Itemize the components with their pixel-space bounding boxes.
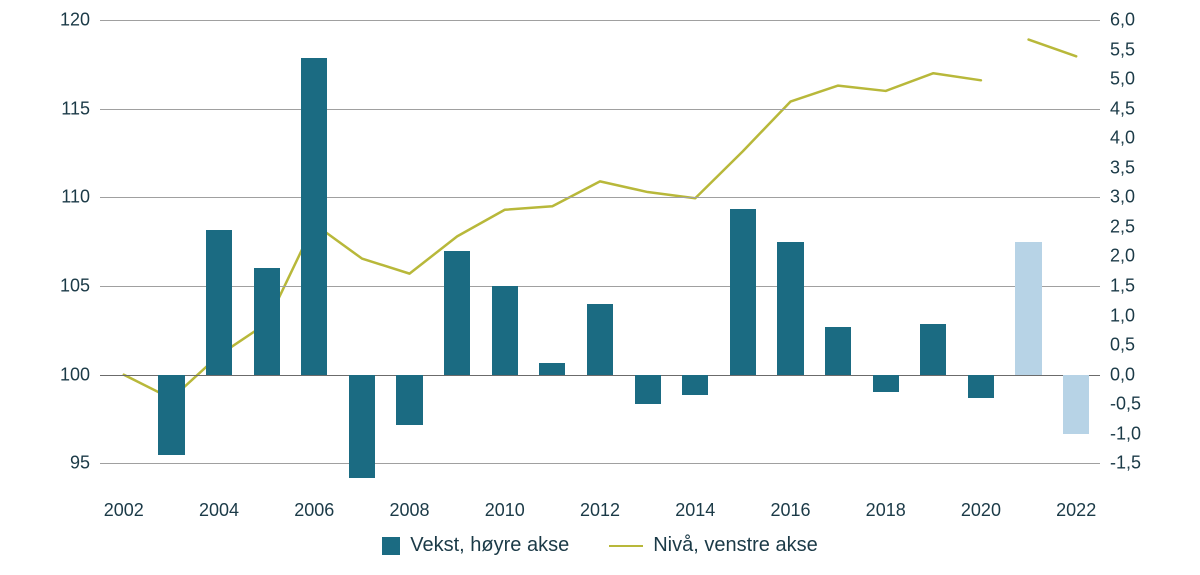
y-right-tick-label: 4,5 (1100, 98, 1135, 119)
y-left-tick-label: 110 (61, 187, 100, 208)
bar (539, 363, 565, 375)
y-left-tick-label: 100 (60, 364, 100, 385)
legend-item: Vekst, høyre akse (382, 534, 569, 557)
y-right-tick-label: 5,0 (1100, 69, 1135, 90)
zero-line (100, 375, 1100, 376)
x-tick-label: 2004 (199, 490, 239, 521)
bar (968, 375, 994, 399)
y-right-tick-label: 1,5 (1100, 276, 1135, 297)
grid-line (100, 20, 1100, 21)
y-right-tick-label: 3,0 (1100, 187, 1135, 208)
x-tick-label: 2002 (104, 490, 144, 521)
x-tick-label: 2008 (389, 490, 429, 521)
bar (158, 375, 184, 455)
bar (444, 251, 470, 375)
y-left-tick-label: 105 (60, 276, 100, 297)
bar (825, 327, 851, 374)
x-tick-label: 2010 (485, 490, 525, 521)
grid-line (100, 109, 1100, 110)
bar (301, 58, 327, 374)
x-tick-label: 2020 (961, 490, 1001, 521)
y-left-tick-label: 95 (70, 453, 100, 474)
legend-label: Nivå, venstre akse (653, 534, 818, 557)
bar (349, 375, 375, 478)
legend-swatch-line (609, 545, 643, 547)
x-tick-label: 2006 (294, 490, 334, 521)
bar (873, 375, 899, 393)
y-right-tick-label: -0,5 (1100, 394, 1141, 415)
y-right-tick-label: 1,0 (1100, 305, 1135, 326)
y-right-tick-label: 4,0 (1100, 128, 1135, 149)
x-tick-label: 2016 (770, 490, 810, 521)
y-right-tick-label: 2,5 (1100, 216, 1135, 237)
y-right-tick-label: 0,5 (1100, 335, 1135, 356)
x-tick-label: 2018 (866, 490, 906, 521)
bar (730, 209, 756, 375)
y-right-tick-label: 2,0 (1100, 246, 1135, 267)
y-right-tick-label: -1,0 (1100, 423, 1141, 444)
legend: Vekst, høyre akse Nivå, venstre akse (0, 534, 1200, 557)
grid-line (100, 286, 1100, 287)
x-tick-label: 2022 (1056, 490, 1096, 521)
line-series (100, 20, 1100, 490)
x-tick-label: 2014 (675, 490, 715, 521)
y-right-tick-label: 5,5 (1100, 39, 1135, 60)
bar (254, 268, 280, 374)
bar (587, 304, 613, 375)
bar (920, 324, 946, 374)
bar (492, 286, 518, 375)
legend-item: Nivå, venstre akse (609, 534, 818, 557)
bar (396, 375, 422, 425)
bar (682, 375, 708, 396)
y-right-tick-label: 3,5 (1100, 157, 1135, 178)
y-left-tick-label: 120 (60, 10, 100, 31)
bar (1015, 242, 1041, 375)
bar (635, 375, 661, 405)
y-right-tick-label: -1,5 (1100, 453, 1141, 474)
y-right-tick-label: 0,0 (1100, 364, 1135, 385)
bar (1063, 375, 1089, 434)
bar (206, 230, 232, 375)
legend-label: Vekst, høyre akse (410, 534, 569, 557)
y-right-tick-label: 6,0 (1100, 10, 1135, 31)
chart-container: 95 100 105 110 115 120 -1,5 -1,0 -0,5 0,0 0,5 1,0 1,… (0, 0, 1200, 575)
x-tick-label: 2012 (580, 490, 620, 521)
grid-line (100, 197, 1100, 198)
bar (777, 242, 803, 375)
y-left-tick-label: 115 (61, 98, 100, 119)
legend-swatch-rect (382, 537, 400, 555)
grid-line (100, 463, 1100, 464)
plot-area: 95100105110115120-1,5-1,0-0,50,00,51,01,… (100, 20, 1100, 490)
